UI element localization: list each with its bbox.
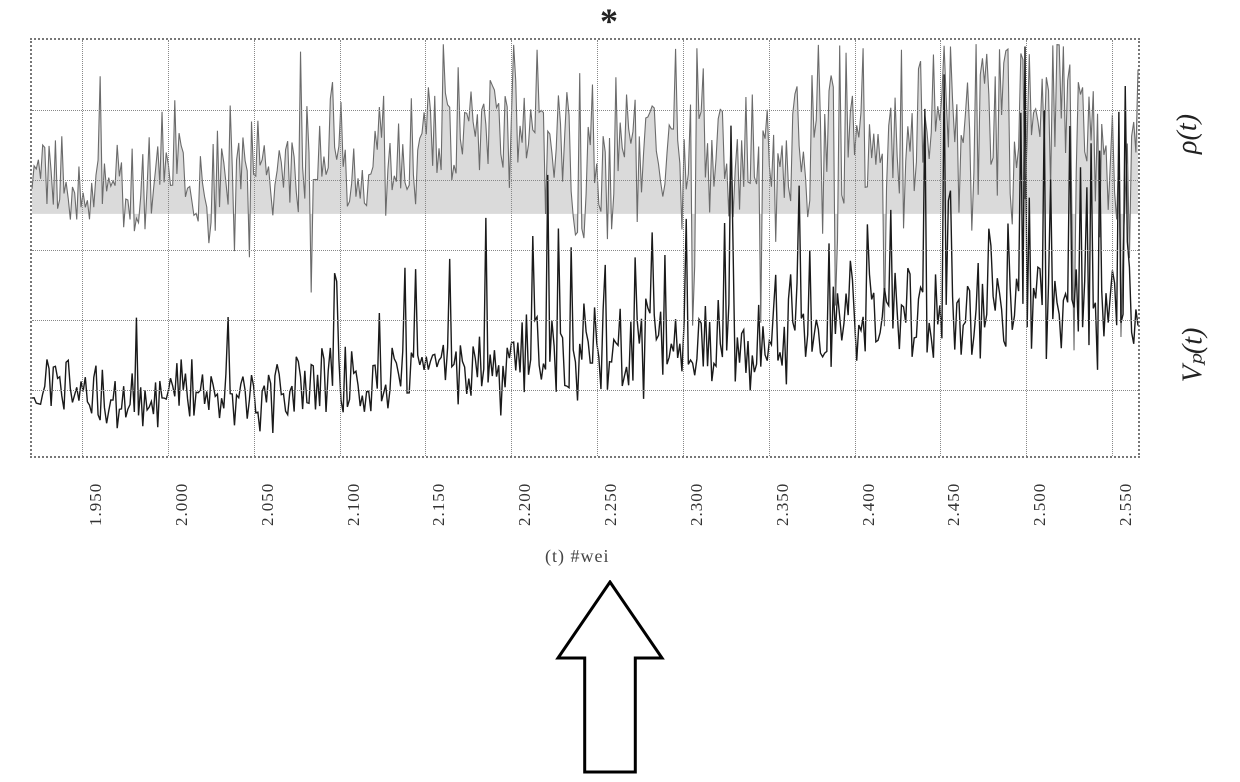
gridline-h (32, 180, 1138, 181)
x-tick-label: 2.050 (258, 483, 278, 526)
gridline-v (683, 40, 684, 456)
gridline-h (32, 390, 1138, 391)
x-tick-label: 2.550 (1116, 483, 1136, 526)
up-arrow (555, 580, 665, 775)
series-line-rho_t (32, 44, 1138, 350)
series-fill-rho_t (32, 44, 1138, 350)
gridline-h (32, 250, 1138, 251)
y-label-vp: Vₚ(t) (1176, 328, 1210, 383)
x-tick-label: 2.200 (515, 483, 535, 526)
x-tick-label: 2.250 (601, 483, 621, 526)
gridline-v (340, 40, 341, 456)
gridline-v (597, 40, 598, 456)
x-tick-label: 2.300 (687, 483, 707, 526)
figure-container: * 1.950 2.000 2.050 2.100 2.150 2.200 2.250 2.3… (0, 0, 1240, 782)
plot-svg (32, 40, 1138, 456)
x-axis-title: (t) #wei (545, 546, 609, 567)
up-arrow-path (558, 582, 662, 772)
y-label-rho: ρ(t) (1172, 114, 1204, 154)
x-tick-label: 2.150 (429, 483, 449, 526)
asterisk-marker: * (600, 0, 618, 42)
gridline-v (425, 40, 426, 456)
gridline-v (82, 40, 83, 456)
x-tick-label: 2.450 (944, 483, 964, 526)
x-tick-label: 2.000 (172, 483, 192, 526)
gridline-v (1026, 40, 1027, 456)
gridline-v (940, 40, 941, 456)
gridline-v (769, 40, 770, 456)
x-tick-label: 2.100 (344, 483, 364, 526)
gridline-h (32, 320, 1138, 321)
time-series-chart (30, 38, 1140, 458)
x-tick-label: 1.950 (86, 483, 106, 526)
gridline-v (511, 40, 512, 456)
series-line-vp_t (32, 47, 1138, 433)
gridline-v (168, 40, 169, 456)
gridline-h (32, 110, 1138, 111)
x-tick-label: 2.500 (1030, 483, 1050, 526)
x-tick-label: 2.350 (773, 483, 793, 526)
gridline-v (1112, 40, 1113, 456)
gridline-v (254, 40, 255, 456)
x-tick-label: 2.400 (859, 483, 879, 526)
gridline-v (855, 40, 856, 456)
